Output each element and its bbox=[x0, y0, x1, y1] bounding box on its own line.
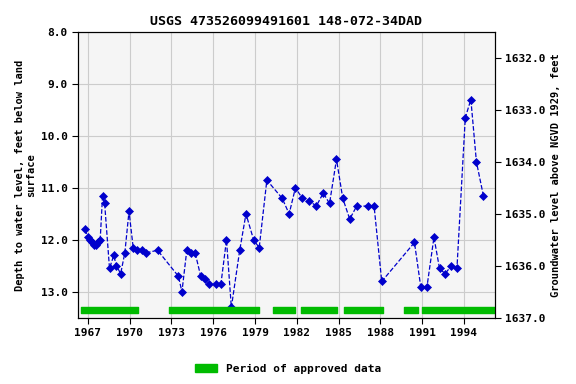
Y-axis label: Groundwater level above NGVD 1929, feet: Groundwater level above NGVD 1929, feet bbox=[551, 53, 561, 297]
Y-axis label: Depth to water level, feet below land
surface: Depth to water level, feet below land su… bbox=[15, 59, 37, 291]
Legend: Period of approved data: Period of approved data bbox=[191, 359, 385, 379]
Title: USGS 473526099491601 148-072-34DAD: USGS 473526099491601 148-072-34DAD bbox=[150, 15, 422, 28]
